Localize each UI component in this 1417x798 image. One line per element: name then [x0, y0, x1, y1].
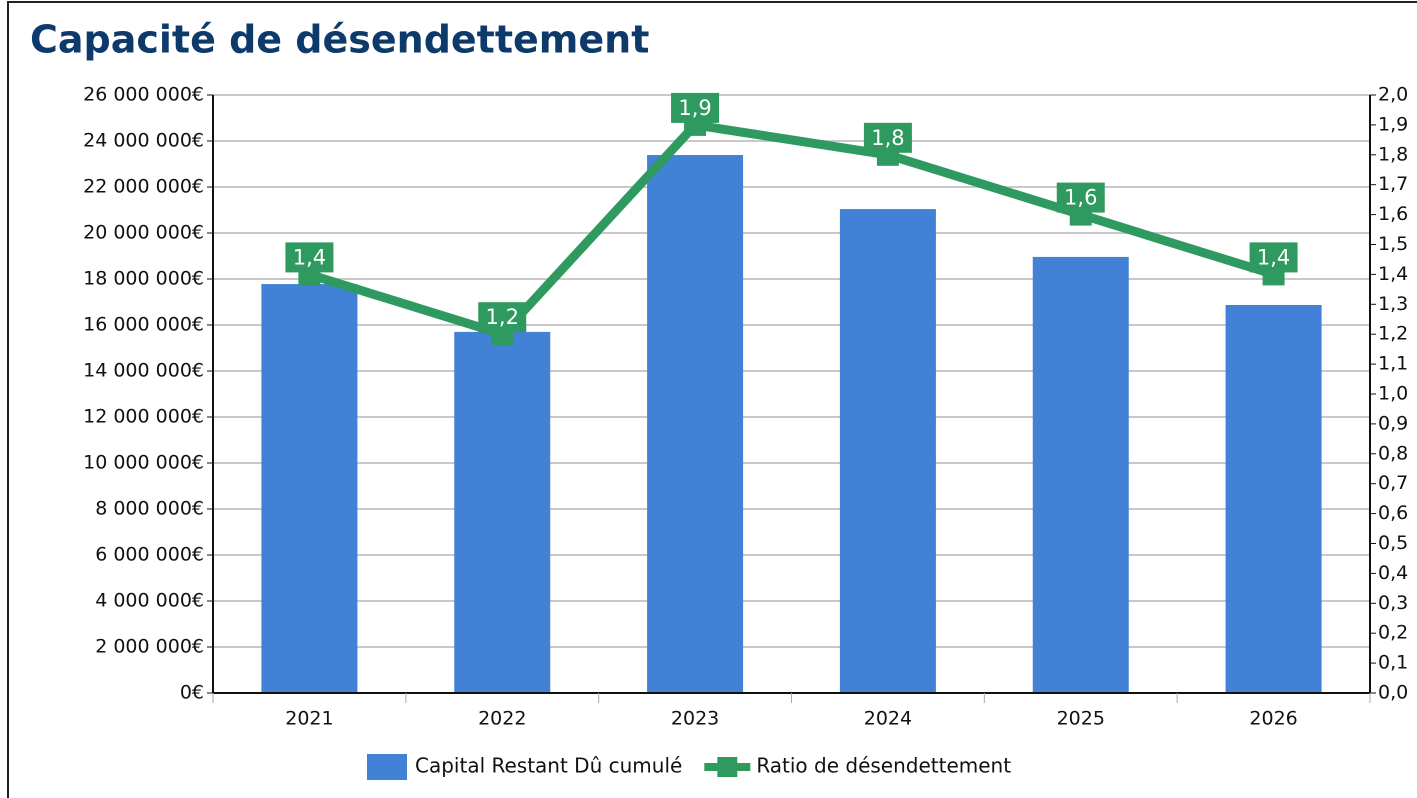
y2-tick-label: 1,7	[1378, 173, 1408, 195]
y-tick-label: 16 000 000€	[83, 314, 204, 336]
y2-tick-label: 1,3	[1378, 293, 1408, 315]
y2-tick-label: 1,4	[1378, 263, 1408, 285]
legend-swatch	[367, 754, 407, 780]
frame	[7, 1, 1417, 798]
y2-tick-label: 0,8	[1378, 442, 1408, 464]
y2-tick-label: 0,7	[1378, 472, 1408, 494]
value-label: 1,4	[293, 245, 326, 269]
bar	[261, 284, 358, 693]
bar	[647, 155, 744, 693]
value-label-box	[671, 92, 720, 123]
x-tick-label: 2024	[864, 708, 912, 730]
y2-tick-label: 1,8	[1378, 143, 1408, 165]
y-tick-label: 22 000 000€	[83, 176, 204, 198]
y2-tick-label: 2,0	[1378, 84, 1408, 106]
y-tick-label: 26 000 000€	[83, 84, 204, 106]
value-label-box	[1249, 242, 1298, 273]
x-tick-label: 2023	[671, 708, 719, 730]
value-label: 1,8	[871, 126, 904, 150]
bar	[1032, 256, 1129, 693]
line	[308, 120, 1275, 339]
y-tick-label: 20 000 000€	[83, 222, 204, 244]
value-label: 1,9	[678, 96, 711, 120]
y2-tick-label: 1,6	[1378, 203, 1408, 225]
value-label: 1,2	[486, 305, 519, 329]
y-tick-label: 4 000 000€	[95, 590, 204, 612]
x-tick-label: 2026	[1249, 708, 1297, 730]
y-tick-label: 0€	[180, 682, 204, 704]
y-tick-label: 6 000 000€	[95, 544, 204, 566]
y2-tick-label: 0,5	[1378, 532, 1408, 554]
y-tick-label: 12 000 000€	[83, 406, 204, 428]
value-label-box	[285, 242, 334, 273]
y2-tick-label: 1,5	[1378, 233, 1408, 255]
y-tick-label: 18 000 000€	[83, 268, 204, 290]
y2-tick-label: 0,0	[1378, 682, 1408, 704]
value-label-box	[478, 302, 527, 333]
y2-tick-label: 0,6	[1378, 502, 1408, 524]
y-tick-label: 10 000 000€	[83, 452, 204, 474]
chart-title: Capacité de désendettement	[30, 18, 649, 62]
value-label: 1,6	[1064, 186, 1097, 210]
x-tick-label: 2022	[478, 708, 526, 730]
bar	[1225, 304, 1322, 693]
y-tick-label: 8 000 000€	[95, 498, 204, 520]
y2-tick-label: 0,2	[1378, 622, 1408, 644]
value-label: 1,4	[1257, 245, 1290, 269]
legend-label: Ratio de désendettement	[756, 754, 1011, 778]
y2-tick-label: 0,3	[1378, 592, 1408, 614]
y2-tick-label: 0,1	[1378, 652, 1408, 674]
x-tick-label: 2021	[285, 708, 333, 730]
bar	[454, 331, 551, 693]
legend-label: Capital Restant Dû cumulé	[415, 754, 682, 778]
y2-tick-label: 0,4	[1378, 562, 1408, 584]
y2-tick-label: 0,9	[1378, 412, 1408, 434]
value-label-box	[1056, 182, 1105, 213]
bar	[839, 209, 936, 693]
y-tick-label: 2 000 000€	[95, 636, 204, 658]
y-tick-label: 14 000 000€	[83, 360, 204, 382]
value-label-box	[863, 122, 912, 153]
y2-tick-label: 1,1	[1378, 353, 1408, 375]
y-tick-label: 24 000 000€	[83, 130, 204, 152]
legend-swatch	[717, 757, 738, 777]
x-tick-label: 2025	[1057, 708, 1105, 730]
y2-tick-label: 1,9	[1378, 113, 1408, 135]
y2-tick-label: 1,0	[1378, 383, 1408, 405]
y2-tick-label: 1,2	[1378, 323, 1408, 345]
